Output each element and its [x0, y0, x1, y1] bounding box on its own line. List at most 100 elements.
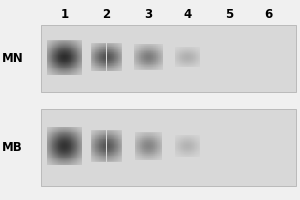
Bar	[156, 45, 157, 46]
Bar	[77, 143, 78, 144]
Bar	[156, 48, 157, 49]
Bar	[66, 42, 67, 43]
Bar	[97, 135, 98, 136]
Bar	[104, 52, 105, 53]
Bar	[81, 71, 82, 72]
Bar	[70, 149, 71, 150]
Bar	[102, 49, 103, 50]
Bar	[135, 58, 136, 59]
Bar	[182, 137, 183, 138]
Bar	[54, 146, 55, 147]
Bar	[150, 51, 151, 52]
Bar	[60, 151, 61, 152]
Bar	[73, 66, 74, 67]
Bar	[151, 148, 152, 149]
Bar	[178, 146, 179, 147]
Bar	[56, 70, 57, 71]
Bar	[144, 44, 145, 45]
Bar	[148, 50, 149, 51]
Bar	[155, 147, 156, 148]
Bar	[155, 54, 156, 55]
Bar	[136, 54, 137, 55]
Bar	[149, 52, 150, 53]
Bar	[110, 140, 111, 141]
Bar	[111, 66, 112, 67]
Bar	[107, 143, 108, 144]
Bar	[100, 153, 101, 154]
Bar	[119, 59, 120, 60]
Bar	[62, 137, 63, 138]
Bar	[108, 64, 109, 65]
Bar	[69, 70, 70, 71]
Bar	[189, 48, 190, 49]
Bar	[160, 69, 161, 70]
Bar	[104, 57, 105, 58]
Bar	[108, 70, 109, 71]
Bar	[81, 52, 82, 53]
Bar	[103, 134, 104, 135]
Bar	[64, 62, 65, 63]
Bar	[106, 160, 107, 161]
Bar	[57, 153, 58, 154]
Bar	[157, 151, 158, 152]
Bar	[140, 134, 141, 135]
Bar	[77, 65, 78, 66]
Bar	[161, 61, 162, 62]
Bar	[60, 69, 61, 70]
Bar	[156, 69, 157, 70]
Bar	[96, 158, 97, 159]
Bar	[193, 52, 194, 53]
Bar	[190, 146, 191, 147]
Bar	[108, 133, 109, 134]
Bar	[179, 51, 180, 52]
Bar	[176, 135, 177, 136]
Bar	[76, 157, 77, 158]
Bar	[94, 139, 95, 140]
Bar	[109, 161, 110, 162]
Bar	[197, 137, 198, 138]
Bar	[139, 49, 140, 50]
Bar	[185, 142, 186, 143]
Bar	[58, 164, 59, 165]
Bar	[119, 68, 120, 69]
Bar	[150, 152, 151, 153]
Bar	[103, 61, 104, 62]
Bar	[65, 164, 66, 165]
Bar	[156, 140, 157, 141]
Bar	[188, 151, 189, 152]
Bar	[151, 149, 152, 150]
Bar	[184, 57, 185, 58]
Bar	[95, 65, 96, 66]
Bar	[50, 128, 51, 129]
Bar	[162, 50, 163, 51]
Bar	[145, 61, 146, 62]
Bar	[161, 144, 162, 145]
Bar	[62, 151, 63, 152]
Bar	[118, 43, 119, 44]
Bar	[154, 64, 155, 65]
Bar	[136, 144, 137, 145]
Bar	[180, 149, 181, 150]
Bar	[58, 153, 59, 154]
Bar	[52, 155, 53, 156]
Bar	[52, 62, 53, 63]
Bar	[196, 48, 197, 49]
Bar	[62, 74, 63, 75]
Bar	[140, 66, 141, 67]
Bar	[186, 60, 187, 61]
Bar	[153, 141, 154, 142]
Bar	[109, 133, 110, 134]
Bar	[149, 145, 150, 146]
Bar	[189, 53, 190, 54]
Bar	[112, 140, 113, 141]
Bar	[65, 155, 66, 156]
Bar	[99, 131, 100, 132]
Bar	[192, 145, 193, 146]
Bar	[76, 65, 77, 66]
Bar	[139, 142, 140, 143]
Bar	[148, 58, 149, 59]
Bar	[179, 151, 180, 152]
Bar	[105, 142, 106, 143]
Bar	[109, 44, 110, 45]
Bar	[108, 47, 109, 48]
